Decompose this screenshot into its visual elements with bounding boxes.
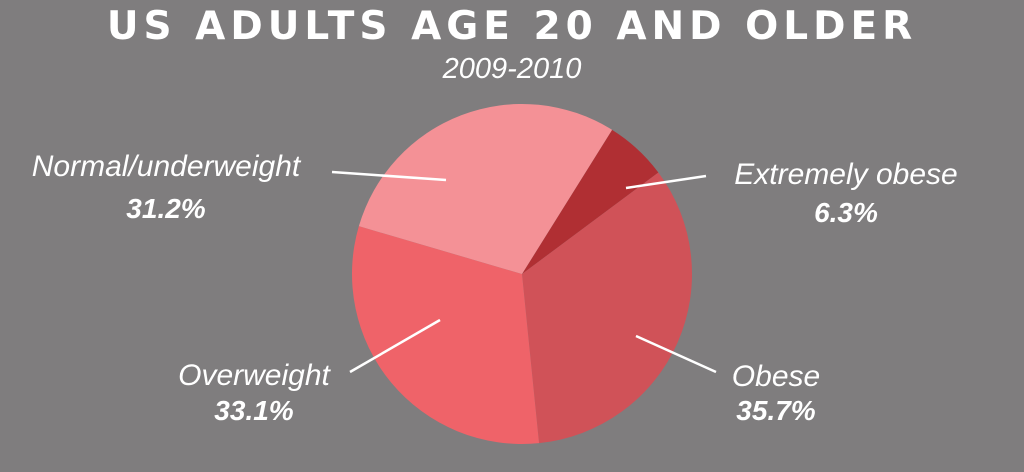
leader-line-overweight	[349, 318, 441, 374]
pie-slice-normal-underweight	[358, 103, 613, 274]
pie-slice-overweight	[351, 226, 540, 444]
slice-label-obese: Obese	[732, 360, 820, 393]
chart-title: US ADULTS AGE 20 AND OLDER	[106, 4, 918, 49]
leader-line-normal-underweight	[331, 170, 447, 182]
slice-value-extremely-obese: 6.3%	[814, 197, 878, 228]
slice-label-overweight: Overweight	[178, 359, 331, 392]
slice-value-overweight: 33.1%	[214, 395, 293, 426]
pie-slice-obese	[522, 172, 693, 444]
pie-slice-extremely-obese	[522, 129, 659, 274]
slice-label-normal-underweight: Normal/underweight	[32, 150, 302, 183]
slice-value-normal-underweight: 31.2%	[126, 193, 205, 224]
leader-line-extremely-obese	[625, 174, 707, 190]
chart-subtitle: 2009-2010	[442, 53, 582, 85]
slice-label-extremely-obese: Extremely obese	[734, 158, 957, 191]
slice-value-obese: 35.7%	[736, 395, 815, 426]
leader-line-obese	[635, 334, 717, 374]
